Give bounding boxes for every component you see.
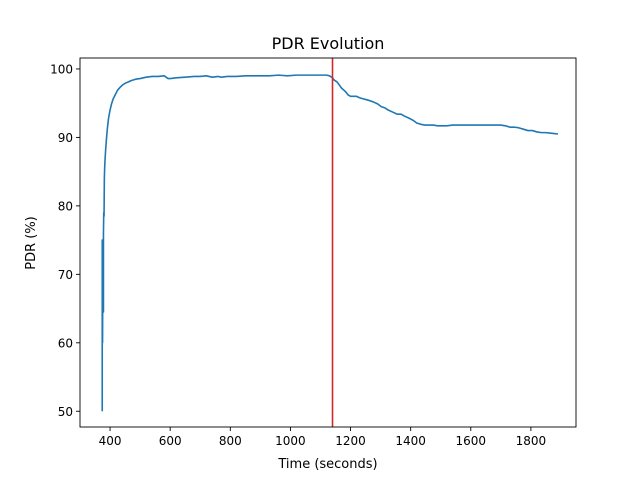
plot-area xyxy=(101,58,559,427)
y-tick-label: 60 xyxy=(58,336,73,350)
y-tick-label: 80 xyxy=(58,199,73,213)
y-tick-label: 90 xyxy=(58,131,73,145)
x-tick-label: 1400 xyxy=(395,434,426,448)
x-tick-label: 800 xyxy=(219,434,242,448)
chart-title: PDR Evolution xyxy=(272,34,385,53)
x-tick-label: 400 xyxy=(99,434,122,448)
y-axis-label: PDR (%) xyxy=(24,216,39,270)
pdr-series-line xyxy=(101,74,559,412)
x-tick-label: 1800 xyxy=(516,434,547,448)
x-tick-label: 1200 xyxy=(335,434,366,448)
x-tick-label: 1600 xyxy=(456,434,487,448)
y-tick-label: 70 xyxy=(58,268,73,282)
x-tick-label: 600 xyxy=(159,434,182,448)
x-tick-label: 1000 xyxy=(275,434,306,448)
y-tick-label: 50 xyxy=(58,405,73,419)
axes-frame xyxy=(79,57,577,428)
y-tick-label: 100 xyxy=(50,62,73,76)
axes: 400 600 800 1000 1200 1400 1600 1800 50 60 70 80 90 1… xyxy=(50,57,577,448)
x-axis-label: Time (seconds) xyxy=(277,457,377,472)
